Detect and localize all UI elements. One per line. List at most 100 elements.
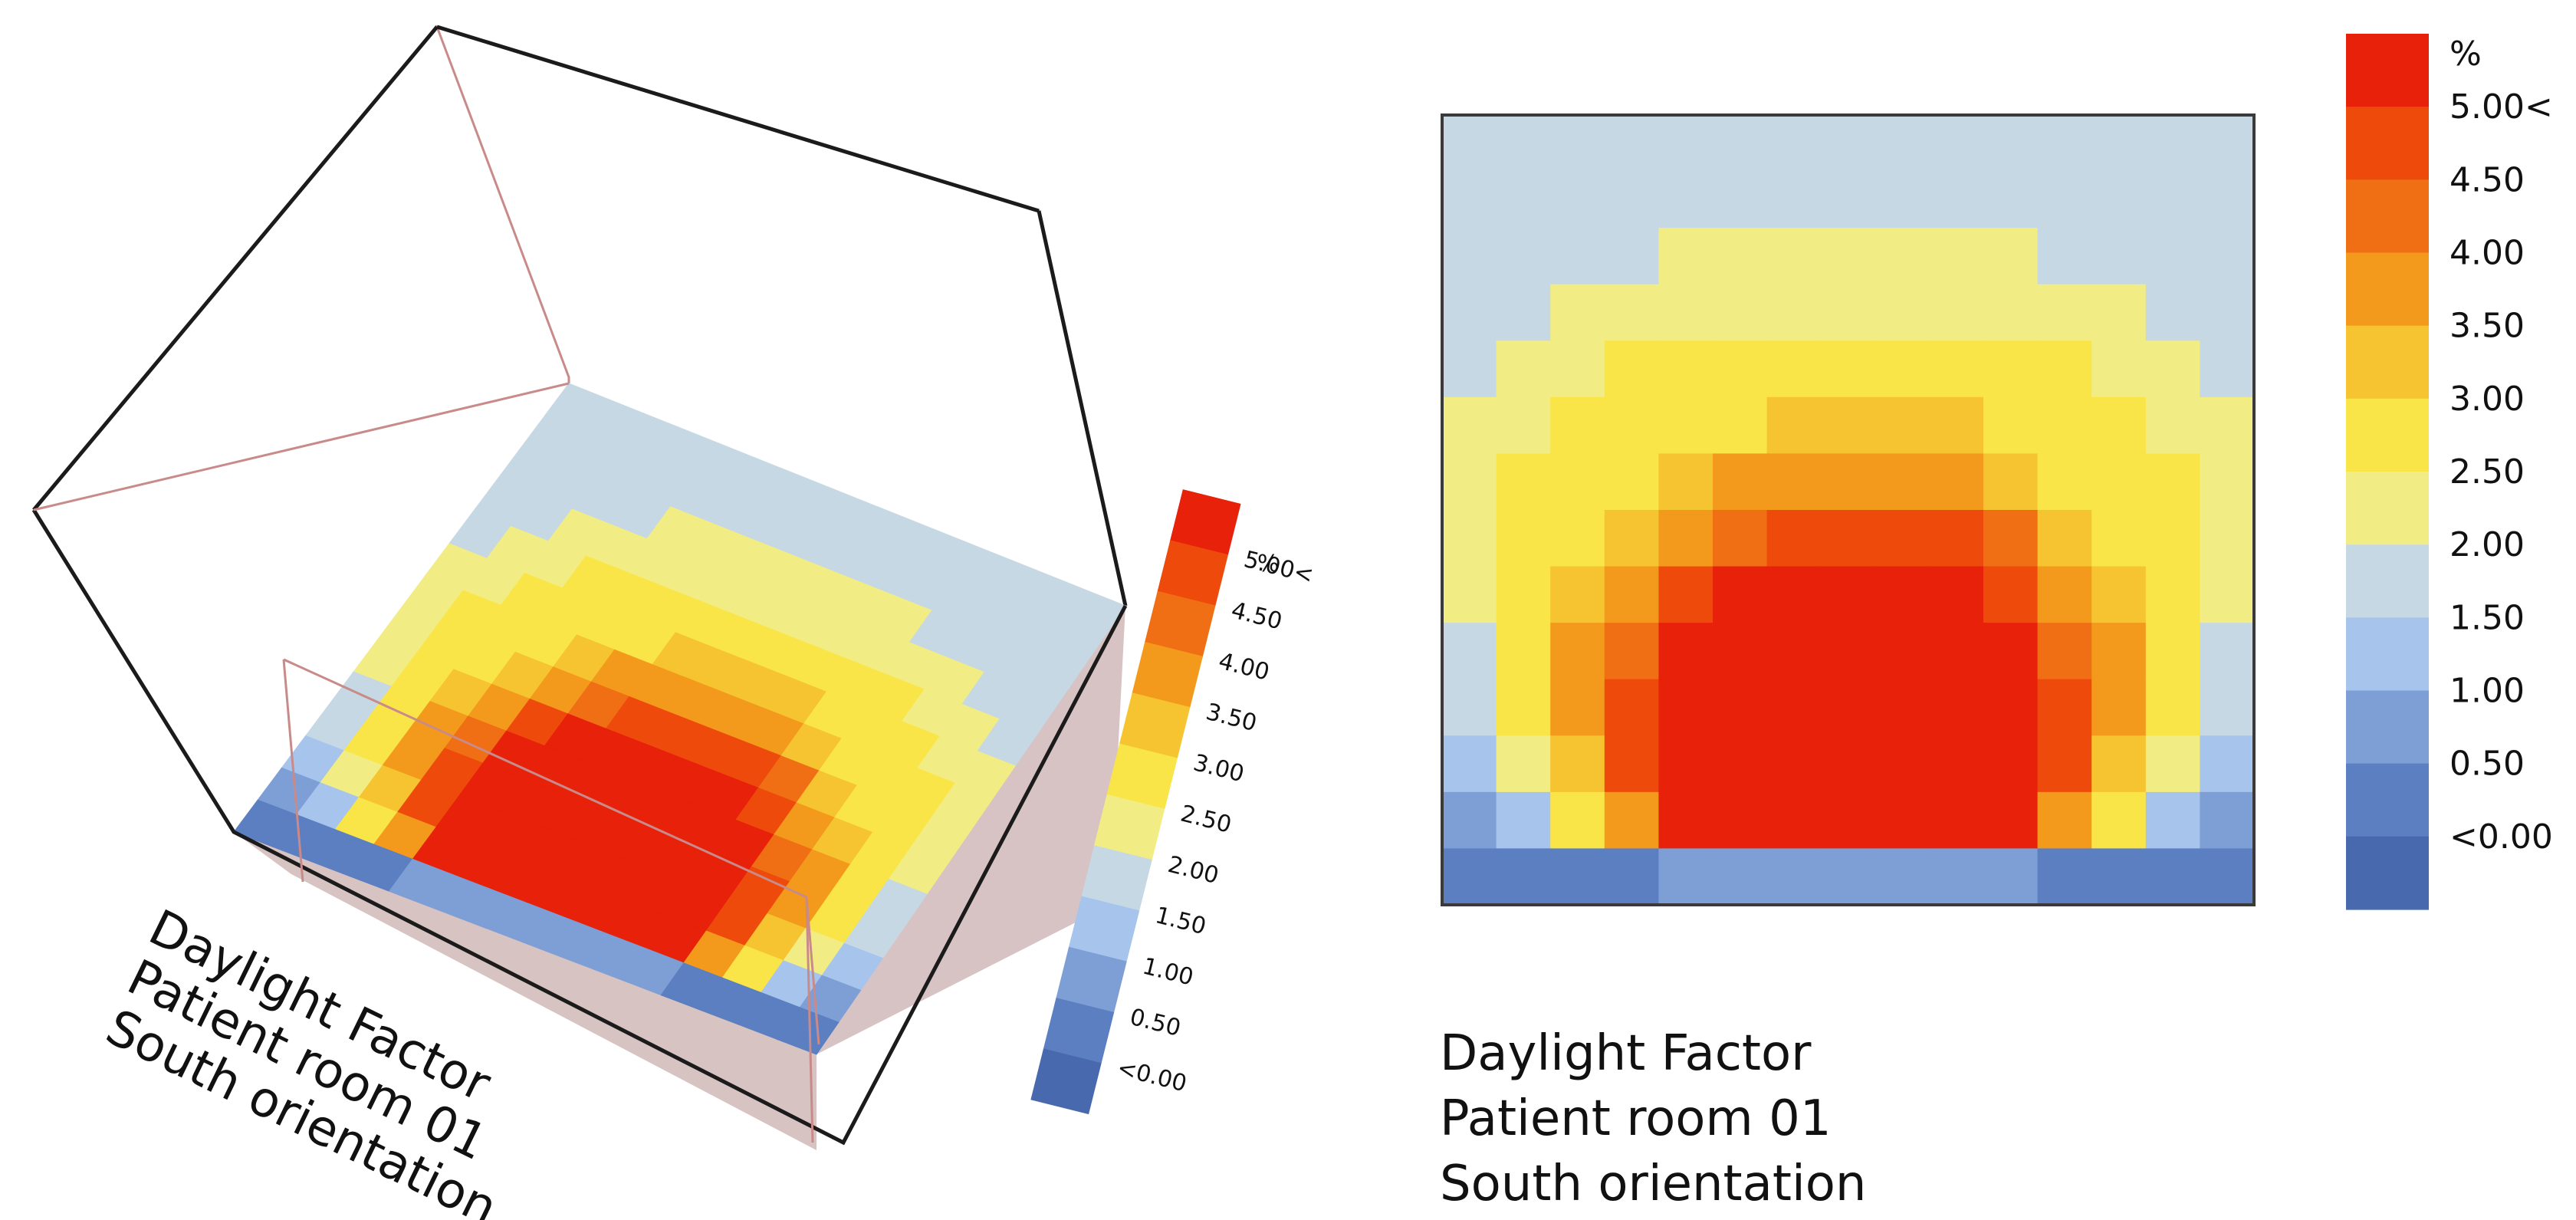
plan-cell xyxy=(1658,510,1714,567)
plan-cell xyxy=(1875,510,1930,567)
plan-colorbar-swatch xyxy=(2346,252,2429,327)
plan-cell xyxy=(2145,791,2200,850)
plan-cell xyxy=(1550,284,1605,341)
plan-cell xyxy=(1604,623,1659,680)
perspective-colorbar-label: 3.50 xyxy=(1203,699,1259,737)
plan-cell xyxy=(1875,848,1930,906)
plan-cell xyxy=(2200,623,2255,680)
plan-colorbar-swatch xyxy=(2346,617,2429,692)
plan-cell xyxy=(1713,735,1768,793)
plan-cell xyxy=(2145,623,2200,680)
plan-cell xyxy=(2145,228,2200,285)
plan-cell xyxy=(2037,735,2092,793)
plan-cell xyxy=(1766,396,1822,455)
plan-cell xyxy=(1604,115,1659,173)
plan-cell xyxy=(1766,171,1822,229)
perspective-colorbar-swatch xyxy=(1157,540,1229,607)
plan-cell xyxy=(2037,284,2092,341)
plan-cell xyxy=(1658,791,1714,850)
plan-cell xyxy=(1821,848,1876,906)
plan-cell xyxy=(2200,566,2255,623)
plan-cell xyxy=(1821,735,1876,793)
plan-colorbar-label: 1.00 xyxy=(2450,672,2525,711)
plan-cell xyxy=(2037,115,2092,173)
perspective-view: 5.00<4.504.003.503.002.502.001.501.000.5… xyxy=(31,25,1316,1220)
plan-cell xyxy=(1983,284,2039,341)
plan-cell xyxy=(1821,284,1876,341)
plan-cell xyxy=(2037,623,2092,680)
plan-cell xyxy=(1550,566,1605,623)
room-ceiling-edge xyxy=(436,25,1040,213)
plan-cell xyxy=(1929,735,1984,793)
plan-cell xyxy=(1550,396,1605,455)
plan-cell xyxy=(1766,623,1822,680)
plan-cell xyxy=(1983,566,2039,623)
plan-cell xyxy=(2091,284,2147,341)
plan-cell xyxy=(1496,115,1551,173)
plan-cell xyxy=(1766,453,1822,511)
plan-cell xyxy=(1604,791,1659,850)
plan-cell xyxy=(1766,679,1822,736)
plan-cell xyxy=(2200,115,2255,173)
perspective-colorbar-swatch xyxy=(1056,946,1127,1013)
plan-cell xyxy=(1550,340,1605,398)
plan-cell xyxy=(1658,679,1714,736)
plan-cell xyxy=(1713,228,1768,285)
plan-cell xyxy=(1875,453,1930,511)
perspective-colorbar-label: 3.00 xyxy=(1191,749,1247,788)
plan-cell xyxy=(1875,679,1930,736)
plan-cell xyxy=(1821,115,1876,173)
plan-cell xyxy=(1604,679,1659,736)
plan-cell xyxy=(1766,115,1822,173)
plan-cell xyxy=(2091,623,2147,680)
plan-cell xyxy=(2145,115,2200,173)
room-front-frame xyxy=(31,382,1128,1146)
plan-cell xyxy=(2037,453,2092,511)
plan-cell xyxy=(1929,396,1984,455)
plan-cell xyxy=(1929,284,1984,341)
plan-cell xyxy=(1658,735,1714,793)
plan-cell xyxy=(2037,791,2092,850)
plan-cell xyxy=(2200,848,2255,906)
plan-cell xyxy=(1983,115,2039,173)
plan-cell xyxy=(1766,510,1822,567)
plan-cell xyxy=(1766,735,1822,793)
plan-cell xyxy=(2145,284,2200,341)
plan-cell xyxy=(1442,679,1497,736)
plan-cell xyxy=(1496,735,1551,793)
perspective-colorbar-swatch xyxy=(1030,1048,1102,1115)
plan-cell xyxy=(1658,284,1714,341)
plan-cell xyxy=(1604,284,1659,341)
plan-cell xyxy=(1713,453,1768,511)
plan-cell xyxy=(2145,735,2200,793)
plan-cell xyxy=(2145,171,2200,229)
plan-cell xyxy=(1496,340,1551,398)
window-frame xyxy=(282,659,304,883)
plan-cell xyxy=(1496,510,1551,567)
plan-cell xyxy=(1821,623,1876,680)
room-ceiling-edge xyxy=(32,25,439,511)
plan-cell xyxy=(1442,115,1497,173)
plan-colorbar-label: <0.00 xyxy=(2450,817,2553,857)
plan-colorbar-label: 1.50 xyxy=(2450,598,2525,637)
plan-cell xyxy=(2091,566,2147,623)
perspective-colorbar-label: 0.50 xyxy=(1127,1004,1183,1042)
plan-cell xyxy=(1604,340,1659,398)
plan-colorbar-swatch xyxy=(2346,763,2429,837)
plan-cell xyxy=(1983,623,2039,680)
plan-cell xyxy=(2091,340,2147,398)
plan-cell xyxy=(1604,453,1659,511)
plan-cell xyxy=(1658,566,1714,623)
plan-colorbar-label: 4.00 xyxy=(2450,234,2525,273)
plan-cell xyxy=(2091,510,2147,567)
plan-cell xyxy=(1496,623,1551,680)
perspective-colorbar-swatch xyxy=(1094,794,1165,860)
plan-cell xyxy=(1713,284,1768,341)
plan-cell xyxy=(2091,228,2147,285)
plan-cell xyxy=(1875,171,1930,229)
plan-cell xyxy=(2200,284,2255,341)
plan-cell xyxy=(1658,340,1714,398)
plan-cell xyxy=(2091,848,2147,906)
plan-cell xyxy=(2145,510,2200,567)
